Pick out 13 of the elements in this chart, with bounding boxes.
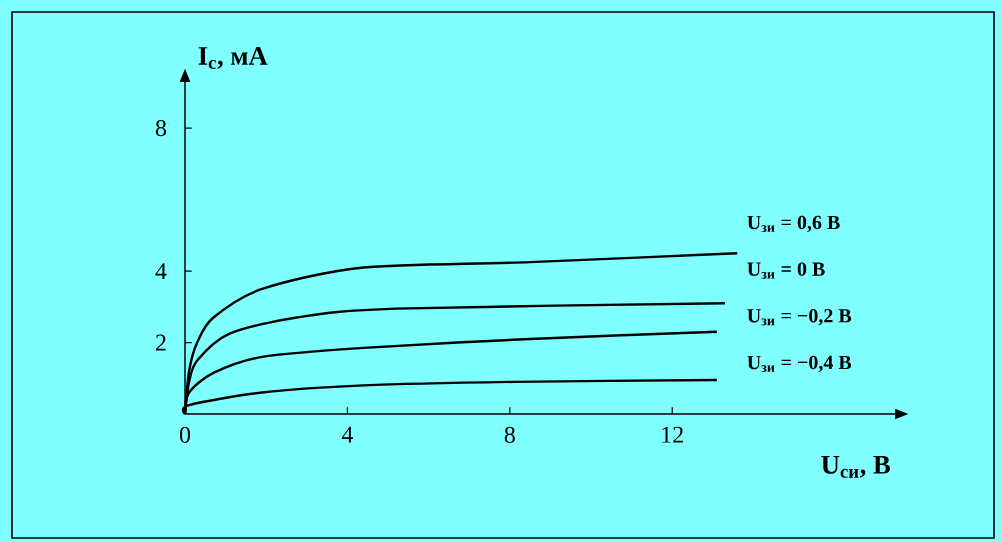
- y-axis-title: I$_{c}$, мА: [198, 47, 268, 69]
- x-tick-label: 4: [341, 426, 354, 443]
- series-label: U$_{зи}$ = 0 В: [747, 262, 825, 279]
- x-tick-label: 8: [504, 426, 515, 443]
- y-tick-label: 4: [155, 263, 167, 279]
- x-tick-label: 12: [662, 426, 683, 443]
- series-label: U$_{зи}$ = −0,4 В: [747, 355, 852, 373]
- x-tick-label: 0: [179, 426, 191, 443]
- y-tick-label: 2: [156, 334, 166, 351]
- y-tick-label: 8: [155, 120, 167, 137]
- series-label: U$_{зи}$ = −0,2 В: [747, 309, 852, 326]
- series-label: U$_{зи}$ = 0,6 В: [747, 215, 840, 233]
- x-axis-title: U$_{си}$, В: [821, 456, 891, 478]
